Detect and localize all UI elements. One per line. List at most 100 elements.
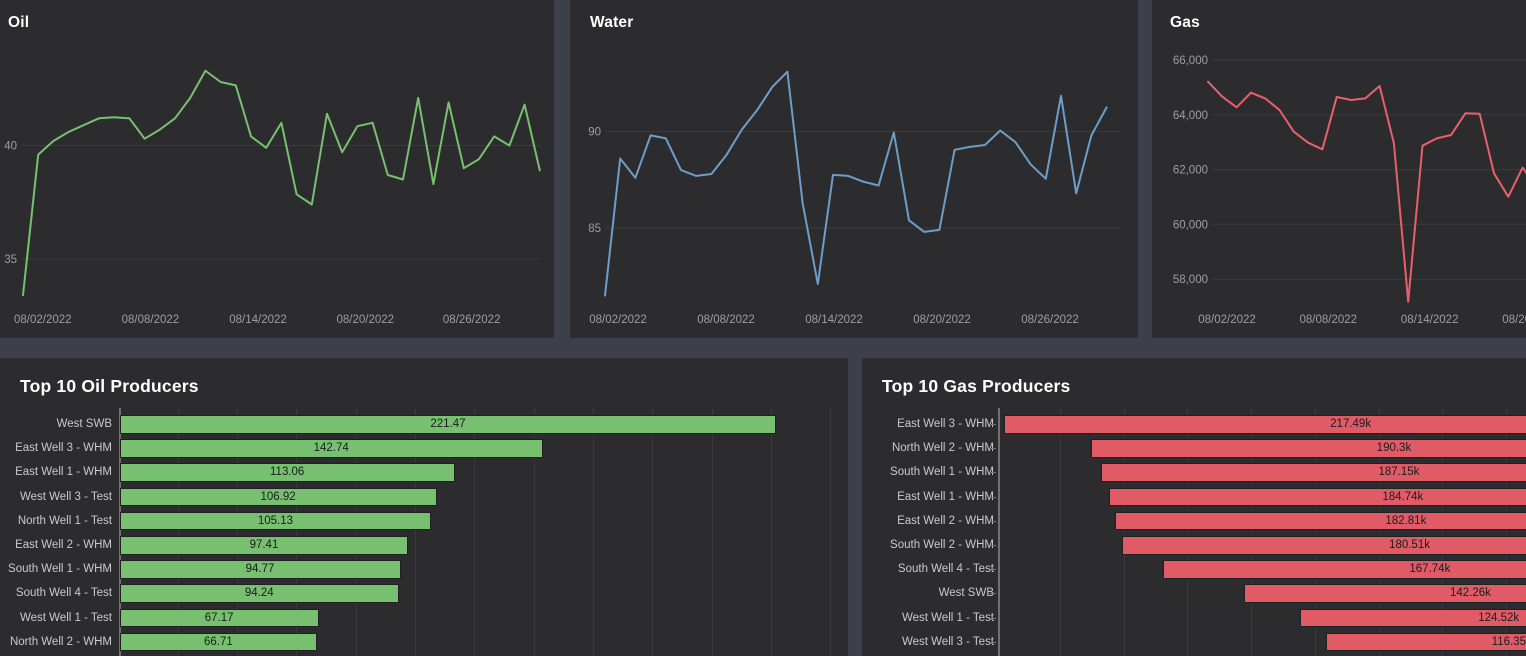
axis-tick [990, 593, 996, 595]
panel-gas-trend: Gas 66,000 64,000 62,000 60,000 58,000 08/02/… [1152, 0, 1526, 338]
series-line[interactable] [22, 69, 541, 297]
bar[interactable]: 184.74k [1108, 487, 1526, 507]
gridline [593, 408, 595, 656]
gridline [830, 408, 832, 656]
x-axis-tick-label: 08/20/2022 [913, 314, 971, 326]
gridline [1060, 408, 1061, 656]
bar-value-label: 124.52k [1478, 611, 1520, 624]
gridline [1251, 408, 1253, 656]
category-label: East Well 3 - WHM [15, 442, 112, 455]
bar[interactable]: 94.24 [119, 584, 400, 603]
bar[interactable]: 124.52k [1300, 608, 1526, 628]
panel-top10-oil-producers: Top 10 Oil Producers West SWB 221.47 East … [0, 358, 848, 656]
x-axis-tick-label: 08/08/2022 [122, 314, 180, 326]
bar[interactable]: 66.71 [119, 632, 318, 652]
category-label: West SWB [938, 587, 994, 600]
x-axis-tick-label: 08/20/2022 [337, 314, 395, 326]
x-axis-tick-label: 08/02/2022 [1198, 314, 1256, 326]
gridline [1187, 408, 1189, 656]
panel-title: Top 10 Gas Producers [882, 376, 1071, 396]
gridline [474, 408, 476, 656]
category-label: East Well 1 - WHM [15, 466, 112, 479]
panel-oil-trend: Oil 40 35 08/02/2022 08/08/2022 08/14/2022 08… [0, 0, 554, 338]
y-axis-tick-label: 85 [588, 223, 601, 235]
bar-value-label: 187.15k [1378, 466, 1420, 479]
category-label: East Well 3 - WHM [897, 418, 994, 430]
bar-value-label: 184.74k [1382, 490, 1424, 503]
category-label: North Well 2 - WHM [891, 442, 994, 455]
bar[interactable]: 217.49k [1004, 415, 1526, 434]
axis-tick [990, 472, 996, 474]
gridline [1442, 408, 1444, 656]
series-line[interactable] [1207, 80, 1526, 303]
gridline [1123, 408, 1125, 656]
bar[interactable]: 221.47 [119, 415, 777, 434]
gridline [296, 408, 298, 656]
bar-value-label: 67.17 [204, 611, 234, 624]
bar[interactable]: 142.26k [1243, 584, 1526, 603]
line-chart-plot[interactable]: 40 35 08/02/2022 08/08/2022 08/14/2022 08/20/… [0, 0, 554, 338]
category-label: South Well 1 - WHM [8, 563, 112, 576]
series-line[interactable] [604, 70, 1108, 297]
bar[interactable]: 105.13 [119, 511, 432, 531]
bar[interactable]: 116.35k [1326, 632, 1526, 652]
bar[interactable]: 113.06 [119, 463, 455, 482]
bar[interactable]: 106.92 [119, 487, 437, 507]
bar[interactable]: 182.81k [1114, 511, 1526, 531]
category-label: South Well 4 - Test [15, 587, 112, 600]
x-axis-tick-label: 08/14/2022 [1401, 314, 1459, 326]
category-label: West Well 3 - Test [19, 490, 112, 503]
bar-value-label: 113.06 [270, 466, 305, 479]
line-chart-plot[interactable]: 66,000 64,000 62,000 60,000 58,000 08/02/2022… [1152, 0, 1526, 338]
bar-value-label: 97.41 [249, 539, 279, 551]
axis-tick [990, 641, 996, 643]
panel-title: Gas [1170, 14, 1200, 31]
x-axis-tick-label: 08/08/2022 [1300, 314, 1358, 326]
axis-tick [990, 520, 996, 522]
gridline [1378, 408, 1380, 656]
axis-tick [990, 569, 996, 571]
value-axis-line [998, 408, 1000, 656]
line-chart-plot[interactable]: 90 85 08/02/2022 08/08/2022 08/14/2022 08/20/… [570, 0, 1138, 338]
category-label: North Well 1 - Test [17, 514, 112, 527]
bar-value-label: 167.74k [1409, 563, 1451, 576]
y-axis-tick-label: 60,000 [1173, 219, 1208, 231]
x-axis-tick-label: 08/14/2022 [805, 314, 863, 326]
bar-value-label: 66.71 [204, 635, 233, 648]
bar-value-label: 116.35k [1491, 635, 1526, 648]
gridline [415, 408, 417, 656]
category-label: West SWB [56, 418, 112, 430]
axis-tick [990, 448, 996, 450]
bar-value-label: 190.3k [1376, 442, 1412, 455]
bar[interactable]: 67.17 [119, 608, 319, 628]
bar[interactable]: 94.77 [119, 560, 401, 579]
panel-water-trend: Water 90 85 08/02/2022 08/08/2022 08/14/2022… [570, 0, 1138, 338]
x-axis-tick-label: 08/20/2022 [1502, 314, 1526, 326]
bar[interactable]: 167.74k [1162, 560, 1526, 579]
y-axis-tick-label: 90 [588, 127, 601, 139]
bar[interactable]: 190.3k [1090, 439, 1526, 458]
bar-value-label: 182.81k [1385, 514, 1427, 527]
category-label: South Well 4 - Test [897, 563, 994, 576]
bar[interactable]: 142.74 [119, 439, 543, 458]
y-axis-tick-label: 35 [4, 254, 17, 266]
y-axis-tick-label: 66,000 [1173, 55, 1208, 67]
category-label: East Well 2 - WHM [15, 539, 112, 551]
panel-title: Oil [8, 14, 30, 31]
y-axis-tick-label: 58,000 [1173, 274, 1208, 286]
x-axis-tick-label: 08/08/2022 [697, 314, 755, 326]
x-axis-tick-label: 08/26/2022 [443, 314, 501, 326]
bar-value-label: 221.47 [430, 418, 466, 430]
bar[interactable]: 187.15k [1100, 463, 1526, 482]
category-label: East Well 1 - WHM [897, 490, 994, 503]
axis-tick [990, 617, 996, 619]
x-axis-tick-label: 08/02/2022 [14, 314, 72, 326]
category-label: West Well 3 - Test [901, 635, 994, 648]
bar[interactable]: 97.41 [119, 536, 409, 555]
bar-value-label: 217.49k [1330, 418, 1372, 430]
category-label: West Well 1 - Test [901, 611, 994, 624]
gridline [1314, 408, 1316, 656]
bar[interactable]: 180.51k [1122, 536, 1526, 555]
value-axis-line [118, 408, 121, 656]
